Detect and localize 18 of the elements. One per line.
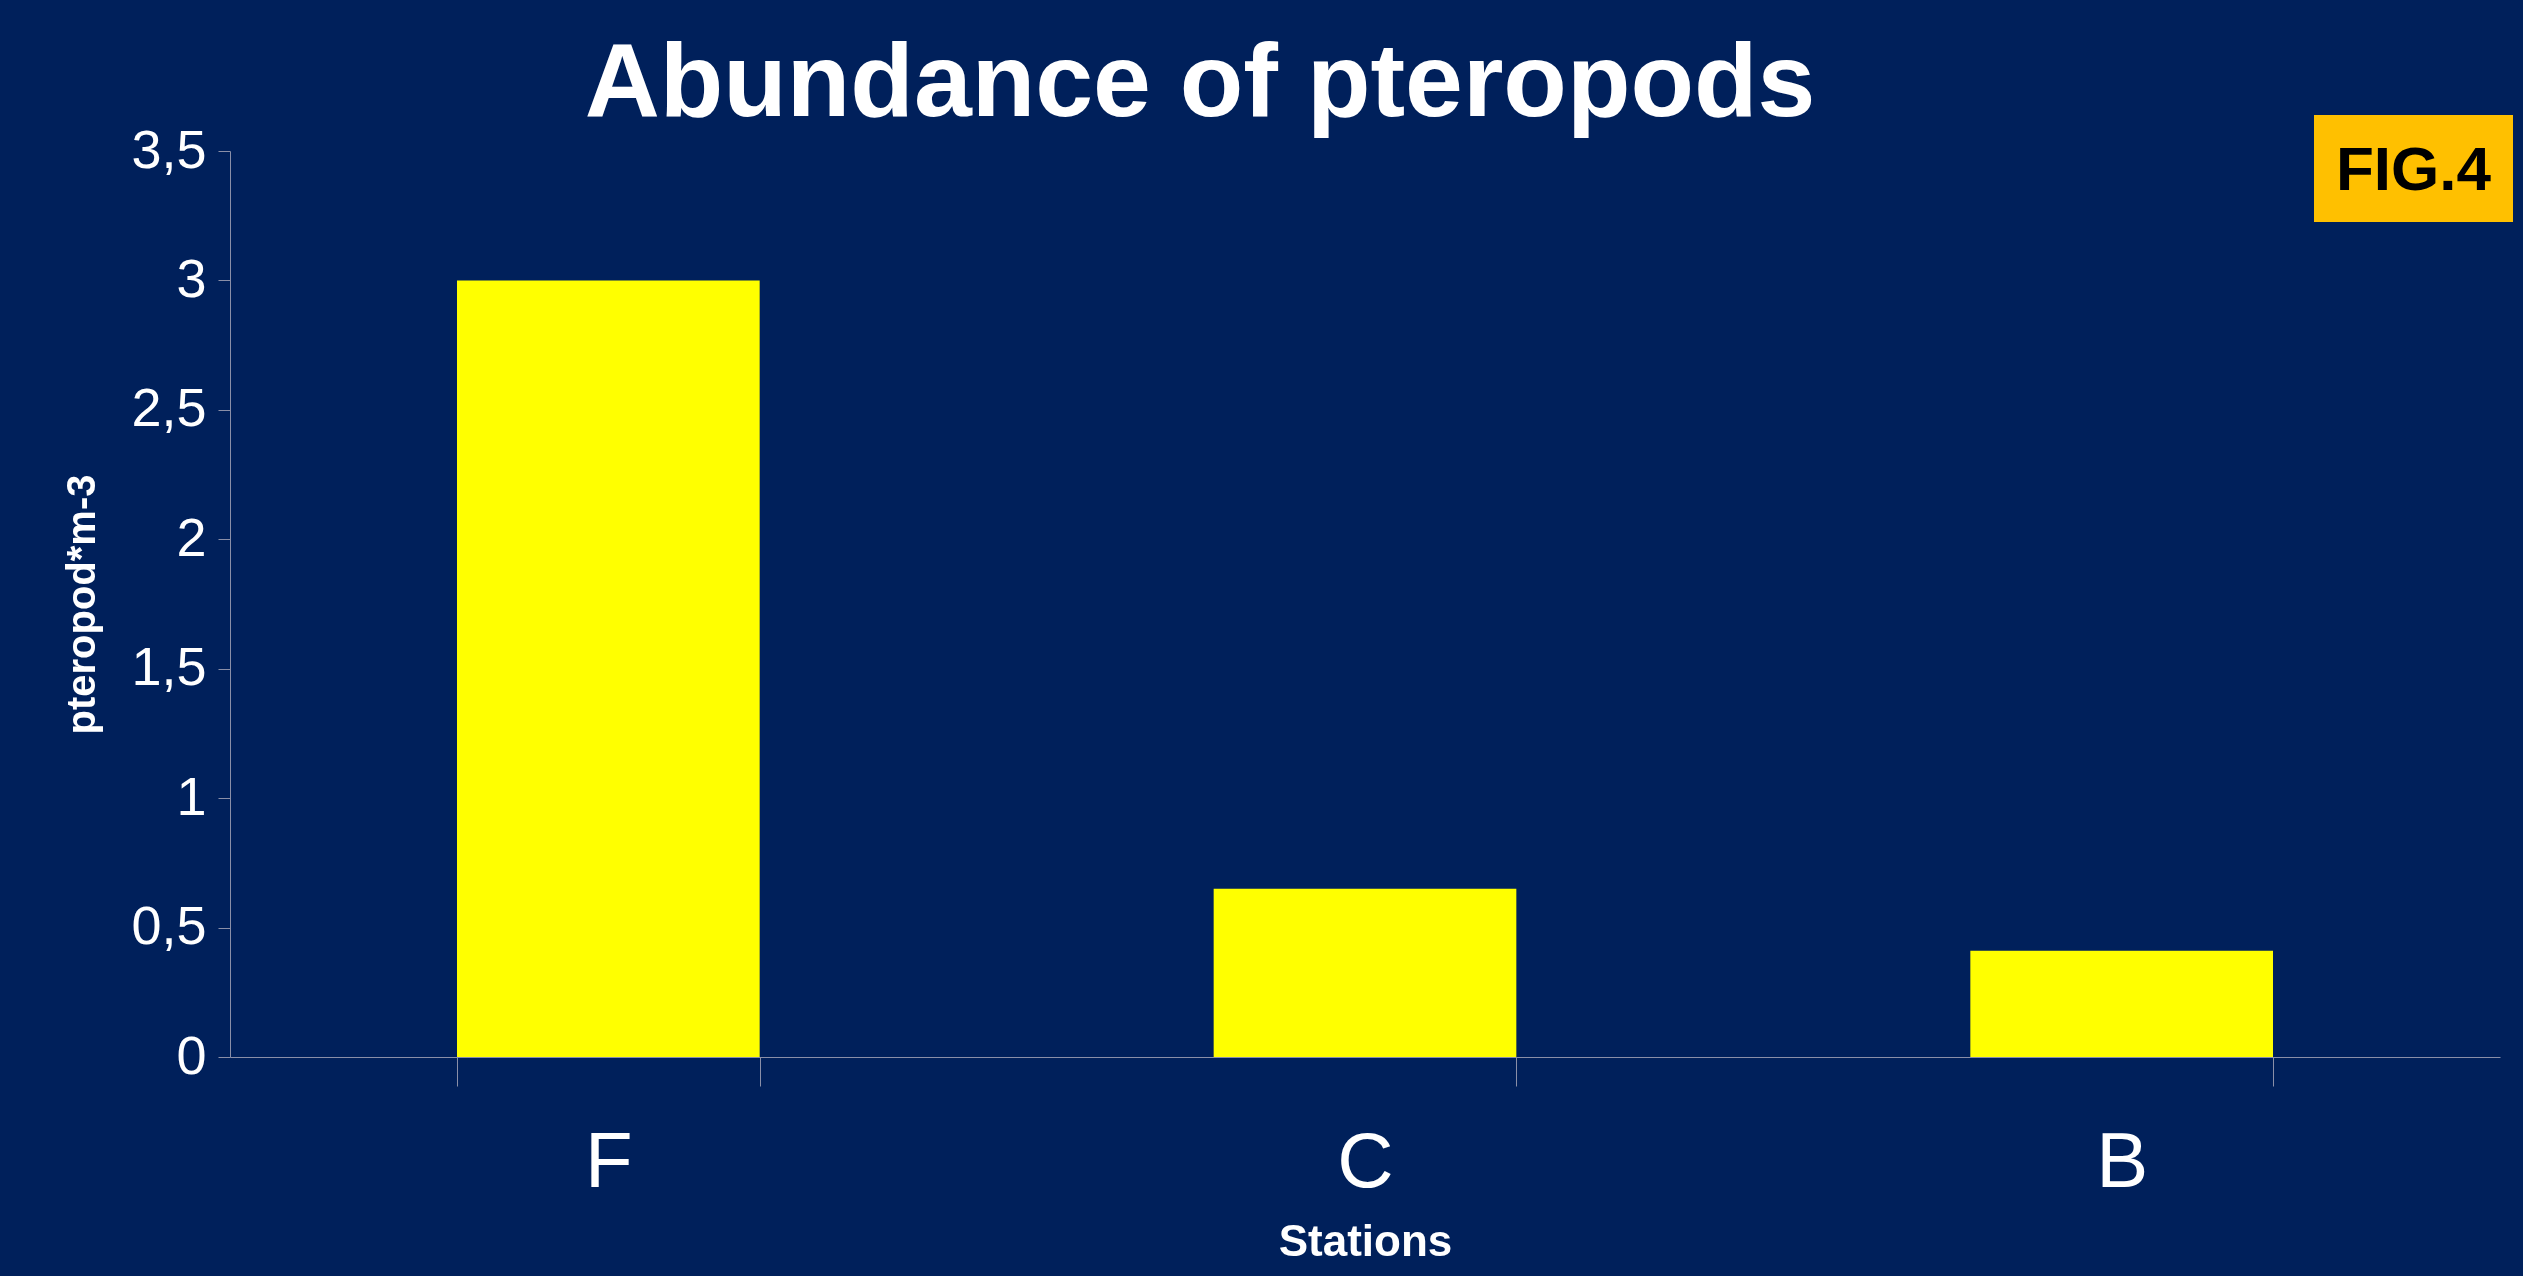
y-tick-label: 0 [176,1024,207,1085]
x-tick-label: B [2096,1115,2149,1204]
y-tick-label: 3 [176,247,207,308]
annotation: FIG.4 [2313,115,2513,222]
y-tick-label: 3,5 [131,118,207,179]
x-tick-label: C [1337,1115,1394,1204]
bar [457,280,760,1057]
x-tick-label: F [585,1115,633,1204]
y-tick-label: 0,5 [131,895,207,956]
y-tick-label: 1 [176,765,207,826]
y-tick-label: 1,5 [131,636,207,697]
y-tick-label: 2 [176,506,207,567]
y-axis-title: pteropod*m-3 [59,474,104,735]
bar [1970,950,2273,1057]
bar [1213,888,1517,1057]
y-tick-label: 2,5 [131,377,207,438]
chart-title: Abundance of pteropods [583,21,1817,140]
x-axis-title: Stations [1278,1215,1453,1265]
